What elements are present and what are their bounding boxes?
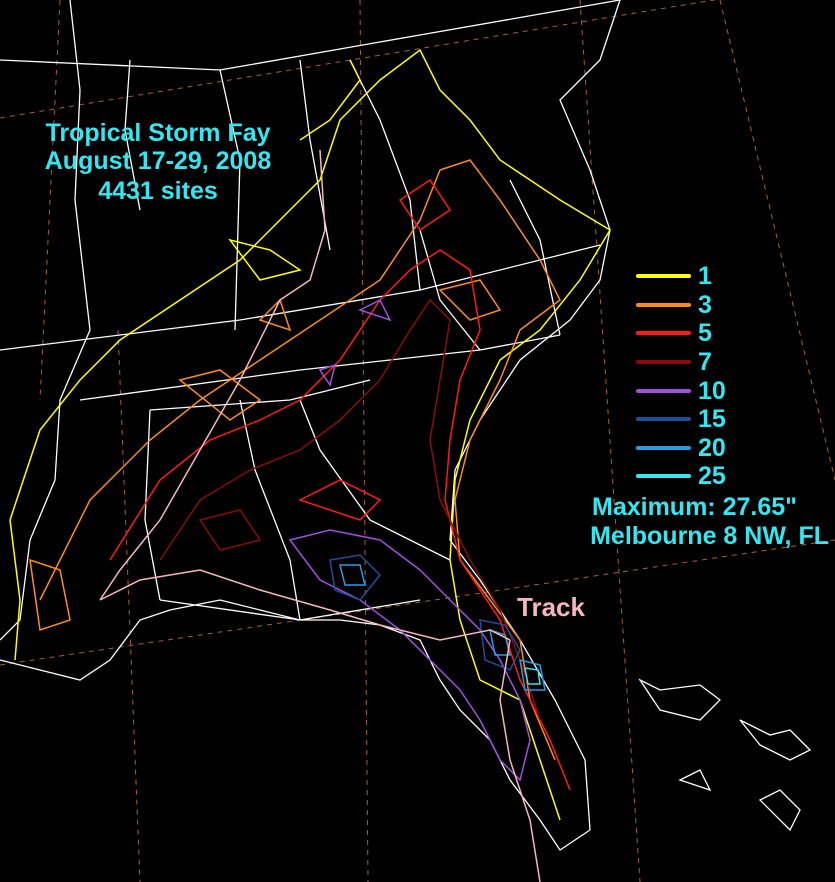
title-line-1: Tropical Storm Fay — [45, 119, 271, 147]
legend-swatch-3 — [636, 303, 691, 307]
legend-label-3: 3 — [698, 291, 712, 319]
legend-swatch-10 — [636, 389, 691, 393]
storm-track — [99, 149, 541, 882]
legend-swatch-20 — [636, 446, 691, 450]
legend-label-7: 7 — [698, 348, 712, 376]
legend-swatch-7 — [636, 360, 691, 364]
legend-swatch-5 — [636, 331, 691, 335]
legend-swatch-25 — [636, 474, 691, 478]
legend-item-5: 5 — [636, 320, 756, 348]
track-label: Track — [517, 592, 585, 622]
legend-item-10: 10 — [636, 378, 756, 406]
legend-label-5: 5 — [698, 319, 712, 347]
legend-item-20: 20 — [636, 435, 756, 463]
legend-label-15: 15 — [698, 405, 726, 433]
legend-label-10: 10 — [698, 377, 726, 405]
title-line-3: 4431 sites — [98, 177, 218, 205]
rainfall-contours — [9, 48, 612, 821]
legend-label-1: 1 — [698, 262, 712, 290]
legend-item-1: 1 — [636, 263, 756, 291]
title-line-2: August 17-29, 2008 — [44, 147, 272, 175]
maximum-value: Maximum: 27.65" — [592, 493, 797, 521]
legend-item-3: 3 — [636, 292, 756, 320]
legend-swatch-1 — [636, 274, 691, 278]
legend-swatch-15 — [636, 417, 691, 421]
maximum-station: Melbourne 8 NW, FL — [590, 522, 829, 550]
legend-item-15: 15 — [636, 406, 756, 434]
legend-label-20: 20 — [698, 434, 726, 462]
legend-item-25: 25 — [636, 463, 756, 491]
legend-item-7: 7 — [636, 349, 756, 377]
legend-label-25: 25 — [698, 462, 726, 490]
